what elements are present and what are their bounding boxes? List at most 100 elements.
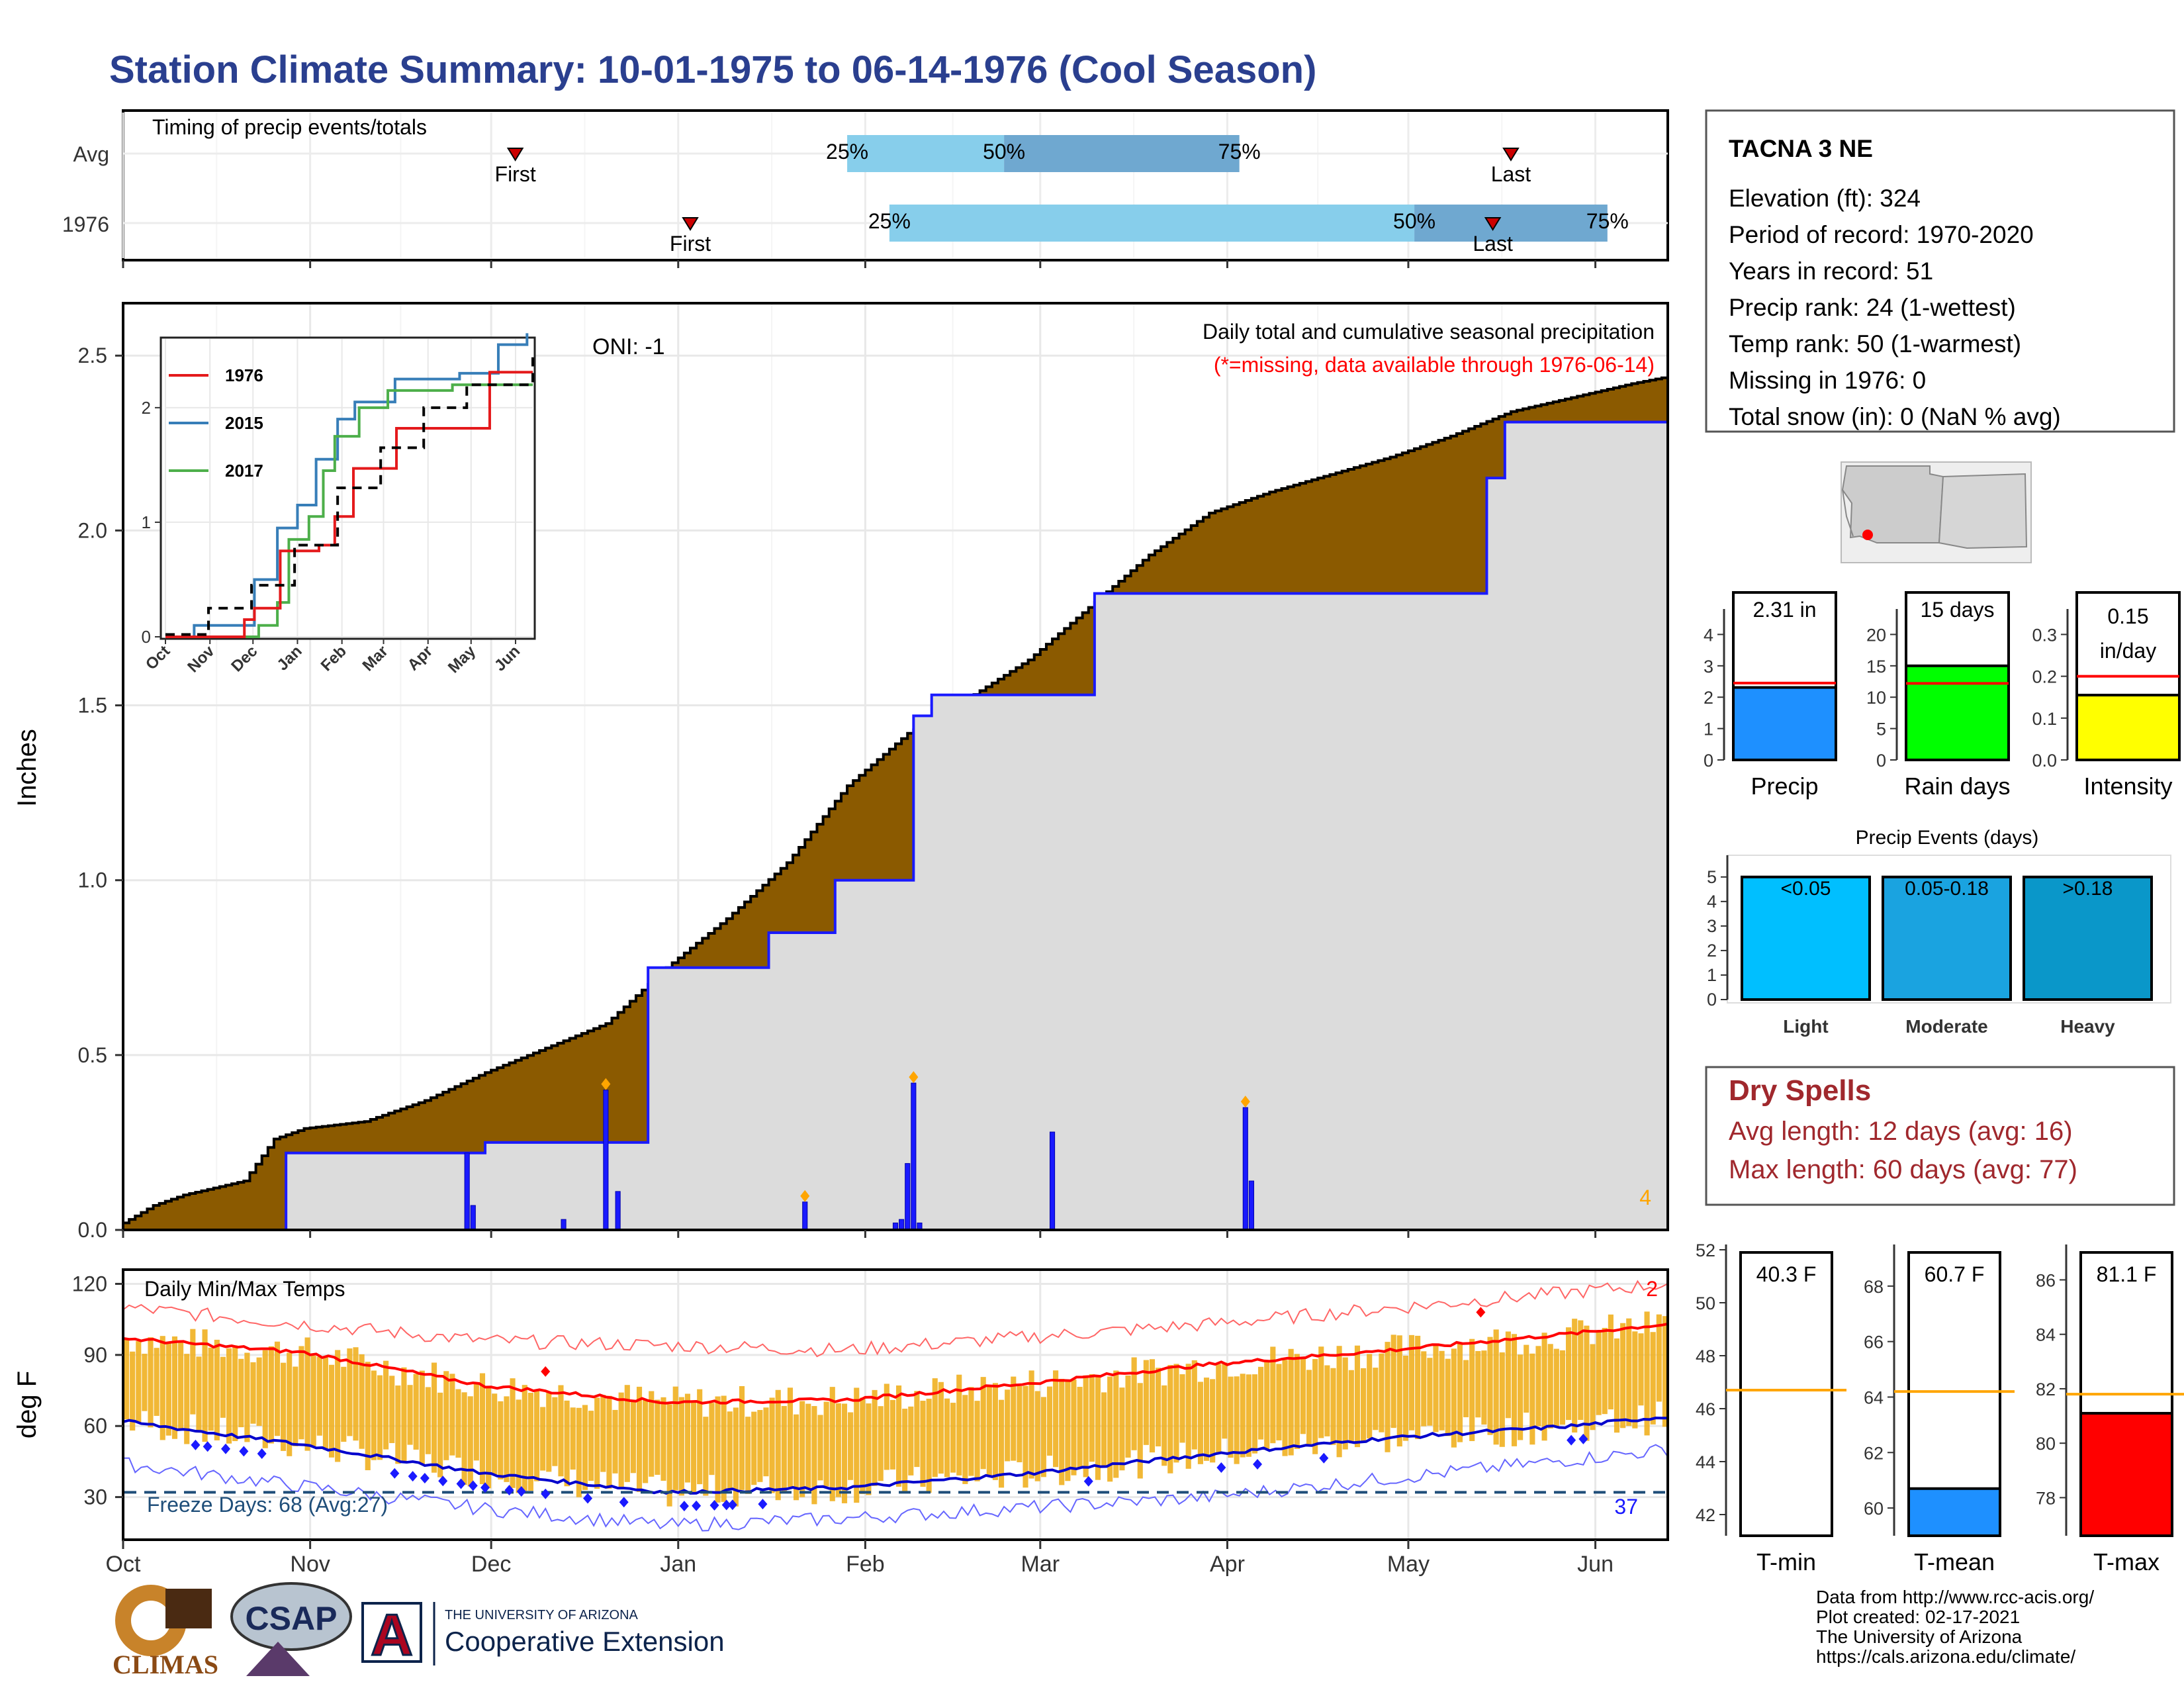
month-axis: Oct Nov Dec Jan Feb Mar Apr May Jun (106, 1540, 1614, 1577)
daily-temp-bar (250, 1362, 256, 1424)
timing-row-label-year: 1976 (62, 212, 109, 236)
summary-bar-label: Precip (1751, 773, 1818, 800)
station-info-line: Temp rank: 50 (1-warmest) (1729, 330, 2021, 357)
daily-temp-bar (1203, 1378, 1210, 1461)
precip-y-tick-label: 2.5 (78, 344, 107, 367)
timing-last-label: Last (1473, 232, 1513, 256)
temp-summary-value-label: 40.3 F (1756, 1262, 1817, 1286)
daily-temp-bar (407, 1385, 413, 1445)
freeze-day-marker (420, 1472, 430, 1483)
daily-temp-bar (1535, 1346, 1541, 1427)
daily-temp-bar (1028, 1370, 1034, 1479)
month-label: Jun (1577, 1552, 1614, 1577)
daily-temp-bar (1005, 1389, 1011, 1462)
summary-value-label: 15 days (1920, 598, 1994, 622)
daily-temp-bar (287, 1352, 293, 1456)
daily-temp-bar (1161, 1385, 1167, 1466)
daily-temp-bar (558, 1385, 564, 1477)
daily-temp-bar (154, 1348, 159, 1416)
daily-temp-bar (1137, 1383, 1143, 1479)
daily-temp-bar (860, 1397, 866, 1494)
daily-temp-bar (1336, 1346, 1342, 1458)
daily-temp-bar (660, 1397, 666, 1481)
timing-p75-label: 75% (1586, 209, 1629, 233)
daily-temp-bar (980, 1377, 986, 1470)
daily-temp-bar (1294, 1354, 1300, 1449)
precip-y-tick-label: 0.0 (78, 1218, 107, 1242)
timing-p25-label: 25% (868, 209, 911, 233)
daily-temp-bar (1367, 1354, 1373, 1438)
daily-precip-marker (909, 1071, 919, 1084)
daily-temp-bar (1662, 1316, 1668, 1427)
daily-temp-bar (817, 1415, 823, 1481)
daily-temp-bar (1553, 1348, 1559, 1428)
timing-first-marker (682, 217, 699, 231)
daily-temp-bar (310, 1356, 316, 1446)
events-bar (1882, 875, 2012, 1001)
daily-temp-bar (733, 1407, 739, 1507)
daily-temp-bar (365, 1362, 371, 1471)
daily-temp-bar (1288, 1348, 1294, 1456)
timing-bar-50-75 (1004, 135, 1240, 172)
daily-temp-bar (1487, 1336, 1493, 1435)
events-bar (2023, 875, 2153, 1001)
daily-temp-bar (757, 1410, 763, 1482)
precip-x-ticks (122, 1230, 1597, 1238)
daily-temp-bar (1173, 1364, 1179, 1463)
daily-temp-bar (1596, 1331, 1602, 1415)
daily-temp-bar (1228, 1376, 1234, 1458)
avg-tmin-line (122, 1417, 1668, 1495)
temp-count-bottom: 37 (1614, 1495, 1638, 1519)
temp-y-tick-label: 120 (72, 1272, 107, 1295)
precip-panel: 0.0 0.5 1.0 1.5 2.0 2.5 Inches Daily total an… (13, 302, 1669, 1242)
freeze-day-marker (727, 1499, 737, 1511)
daily-temp-bar (516, 1399, 522, 1493)
daily-temp-bar (171, 1336, 178, 1439)
daily-temp-bar (244, 1352, 250, 1442)
daily-temp-bar (443, 1371, 449, 1460)
climas-logo-text: CLIMAS (113, 1650, 218, 1679)
daily-temp-bar (419, 1370, 425, 1464)
month-label: Jan (660, 1552, 696, 1577)
daily-temp-bar (1524, 1344, 1529, 1413)
daily-temp-bar (624, 1385, 630, 1482)
daily-temp-bar (926, 1398, 932, 1493)
events-y-tick-label: 0 (1707, 990, 1717, 1009)
daily-temp-bar (1529, 1353, 1535, 1445)
daily-temp-bar (1282, 1360, 1288, 1456)
temp-count-top: 2 (1646, 1277, 1658, 1301)
precip-events-chart: Precip Events (days) 0 1 2 3 4 5 <0.05 Light 0.0… (1707, 827, 2171, 1037)
station-info-frame (1705, 109, 2175, 433)
daily-temp-bar (467, 1396, 473, 1487)
daily-temp-bar (666, 1404, 672, 1507)
freeze-day-marker (583, 1493, 593, 1504)
temp-summary-y-tick-label: 62 (1864, 1443, 1884, 1463)
daily-temp-bar (630, 1400, 636, 1474)
station-location-marker (1862, 530, 1873, 540)
temp-summary-y-tick-label: 84 (2036, 1325, 2056, 1345)
daily-temp-bar (1566, 1327, 1572, 1421)
summary-value-label: 0.15 (2107, 604, 2148, 628)
daily-temp-bar (1614, 1338, 1620, 1433)
csap-logo-mountain (246, 1642, 310, 1676)
daily-temp-bar (522, 1385, 527, 1491)
climas-logo-block (165, 1589, 212, 1628)
daily-temp-bar (1451, 1348, 1457, 1448)
daily-temp-bar (811, 1406, 817, 1505)
freeze-day-marker (1083, 1476, 1093, 1487)
month-label: Oct (106, 1552, 141, 1577)
daily-temp-bar (1191, 1360, 1197, 1450)
temp-summary-y-tick-label: 66 (1864, 1333, 1884, 1352)
daily-temp-bar (1270, 1346, 1276, 1444)
daily-temp-bar (1590, 1344, 1596, 1430)
credit-line: The University of Arizona (1816, 1626, 2023, 1647)
temp-summary-box (1739, 1251, 1833, 1537)
daily-temp-bar (920, 1401, 926, 1487)
daily-temp-bar (473, 1382, 479, 1461)
freeze-day-marker (239, 1446, 249, 1457)
daily-temp-bar (1071, 1379, 1077, 1476)
daily-temp-bar (872, 1389, 878, 1486)
daily-temp-bar (298, 1346, 304, 1440)
daily-temp-bar (540, 1407, 546, 1471)
daily-temp-bar (1385, 1342, 1390, 1452)
